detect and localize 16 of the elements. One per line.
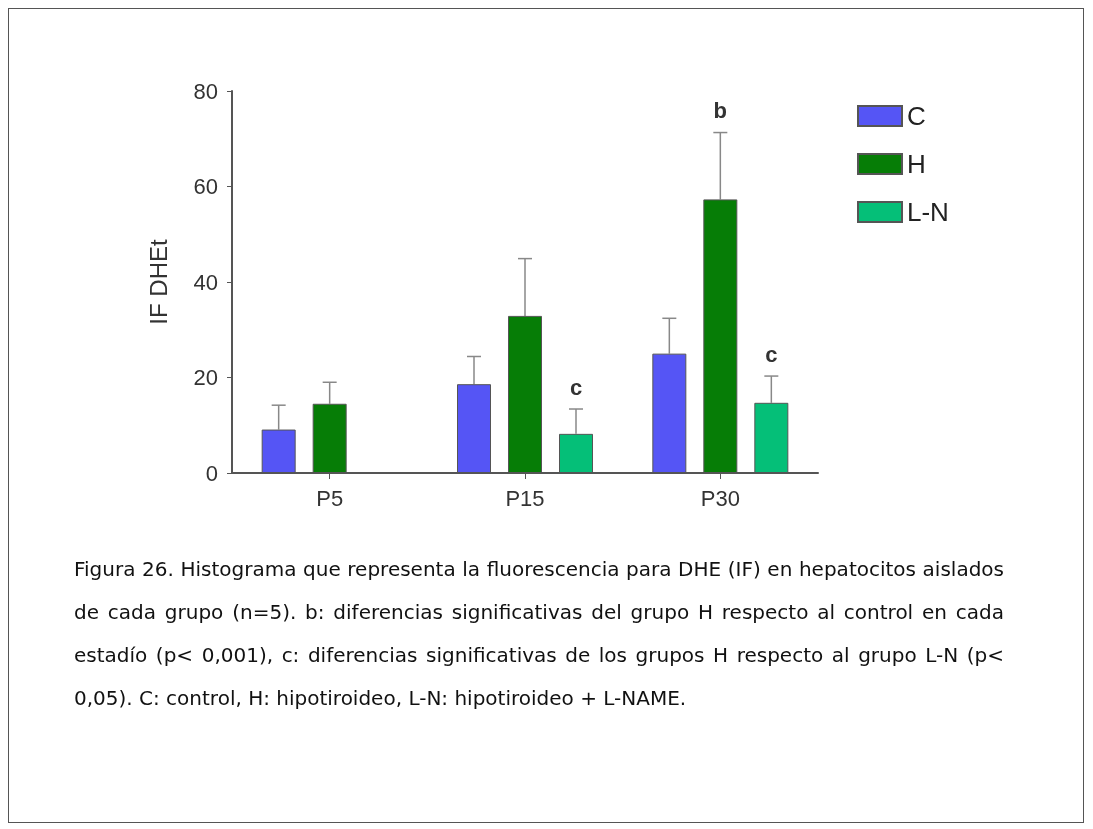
text: Figura 26. Histograma que representa la fluorescencia para DHE (IF) en hepatocitos aislados de cada grupo (n=5). b: diferencias significativas del grupo H respecto al control en cada estadío (p< 0,001), c: diferencias significativas de los grupos H respecto al grupo L-N (p< 0,05). C: control, H: hipotiroideo, L-N: hipotiroideo + L-NAME.: [74, 556, 1004, 712]
annotation: b: [713, 98, 728, 124]
legend-label: C: [907, 101, 926, 131]
legend-label: L-N: [907, 197, 949, 227]
x-tick-label: P30: [700, 485, 740, 511]
y-tick-label: 60: [193, 174, 218, 199]
x-tick-label: P5: [316, 485, 344, 511]
y-axis-title: IF DHEt: [144, 239, 172, 325]
y-tick-label: 0: [205, 460, 218, 486]
annotation: c: [569, 374, 583, 400]
annotation: c: [765, 341, 778, 367]
y-tick-label: 40: [193, 269, 218, 295]
y-tick-label: 80: [193, 78, 218, 104]
x-tick-label: P15: [505, 485, 545, 511]
legend-label: H: [907, 149, 926, 179]
y-tick-label: 20: [193, 365, 218, 390]
